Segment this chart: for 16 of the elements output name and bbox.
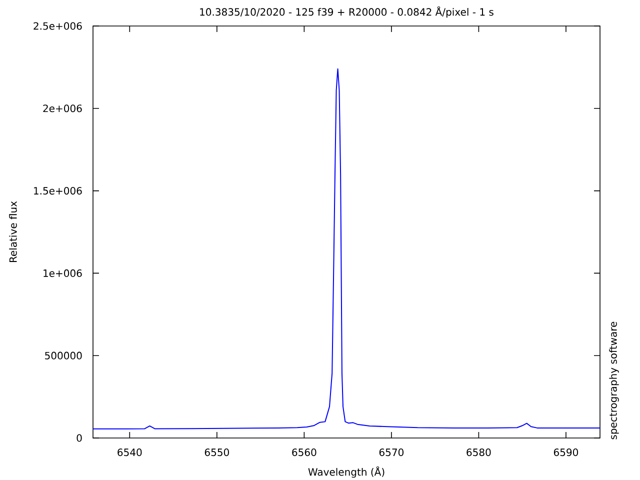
x-tick-label: 6560	[292, 448, 316, 456]
y-axis-title: Relative flux	[9, 201, 17, 262]
x-axis-title: Wavelength (Å)	[308, 466, 384, 478]
x-tick-label: 6550	[204, 448, 229, 456]
y-tick-label: 1e+006	[44, 269, 82, 277]
chart-title: 10.3835/10/2020 - 125 f39 + R20000 - 0.0842 Å/pixel - 1 s	[200, 6, 494, 18]
y-tick-label: 1.5e+006	[34, 187, 82, 195]
x-tick-label: 6540	[118, 448, 142, 456]
y-tick-label: 2.5e+006	[34, 22, 82, 30]
x-tick-label: 6570	[379, 448, 404, 456]
y-tick-label: 2e+006	[43, 104, 82, 112]
x-tick-label: 6590	[554, 448, 578, 456]
y-tick-label: 500000	[45, 352, 82, 360]
y-tick-label: 0	[76, 434, 82, 442]
x-tick-label: 6580	[466, 448, 491, 456]
text: spectrography software	[609, 322, 619, 440]
